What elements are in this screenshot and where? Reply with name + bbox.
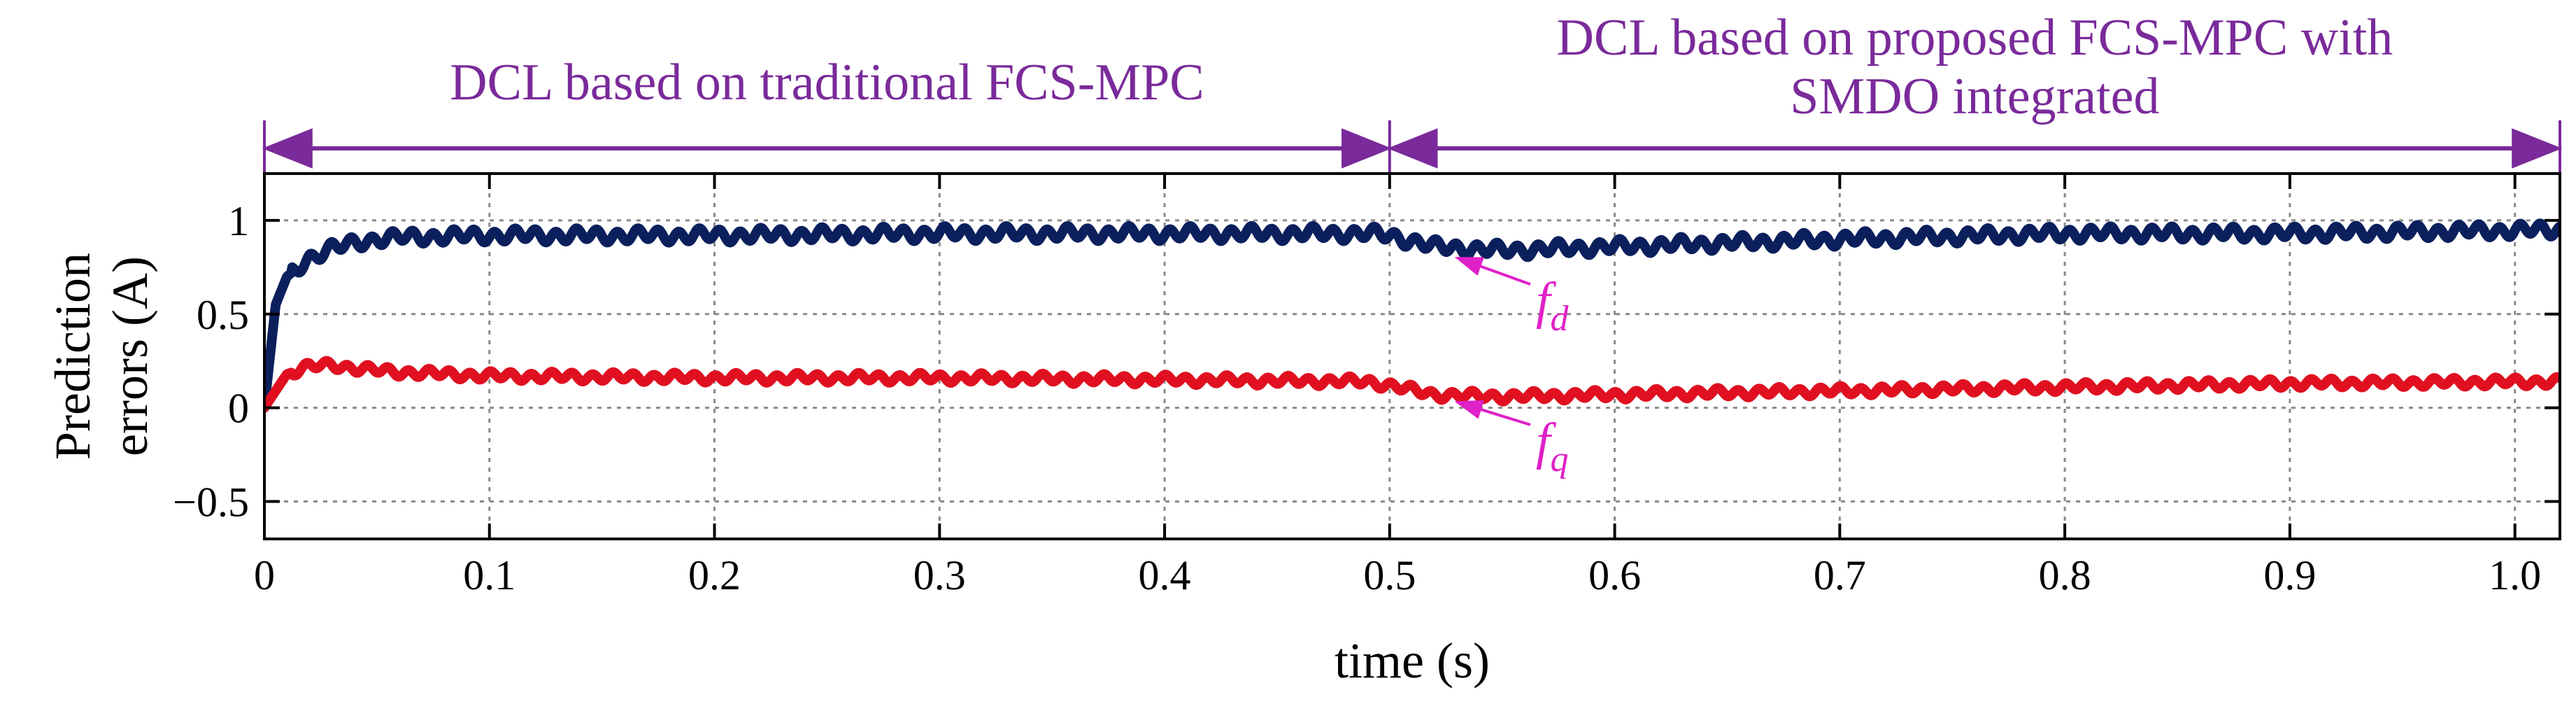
x-tick-label: 0.6	[1588, 552, 1641, 598]
fq-arrow	[1454, 400, 1531, 426]
y-tick-label: 0	[228, 386, 249, 432]
y-axis-ticks: 1 0.5 0 −0.5	[173, 198, 2560, 525]
fd-label: fd	[1536, 272, 1570, 339]
x-tick-label: 1.0	[2489, 552, 2541, 598]
x-tick-label: 0.9	[2263, 552, 2316, 598]
series-layer	[264, 218, 2560, 413]
y-tick-label: 0.5	[197, 292, 249, 338]
x-tick-label: 0.3	[913, 552, 966, 598]
fd-arrow	[1454, 256, 1531, 286]
x-tick-label: 0.5	[1363, 552, 1416, 598]
y-tick-label: 1	[228, 198, 249, 244]
x-tick-label: 0	[254, 552, 275, 598]
x-tick-label: 0.2	[688, 552, 741, 598]
region-annotations: DCL based on traditional FCS-MPC DCL bas…	[262, 9, 2563, 174]
region2-label-line: SMDO integrated	[1790, 68, 2159, 125]
fq-label: fq	[1536, 413, 1569, 479]
y-axis-label-line1: Prediction	[45, 253, 101, 460]
x-tick-label: 0.8	[2039, 552, 2091, 598]
x-axis-label: time (s)	[1335, 633, 1490, 689]
region1-label: DCL based on traditional FCS-MPC	[450, 54, 1204, 111]
y-tick-label: −0.5	[173, 479, 249, 525]
plot-frame	[263, 172, 2561, 540]
x-tick-label: 0.7	[1814, 552, 1866, 598]
x-axis-ticks: 0 0.1 0.2 0.3 0.4 0.5 0.6 0.7 0.8 0.9 1.0	[254, 174, 2541, 598]
region2-label: DCL based on proposed FCS-MPC with SMDO i…	[1557, 9, 2393, 125]
y-axis-label-line2: errors (A)	[102, 256, 158, 456]
series-fd-line	[264, 218, 2560, 413]
x-tick-label: 0.1	[463, 552, 515, 598]
series-label-sub: q	[1551, 440, 1569, 479]
series-fq-line	[264, 356, 2560, 413]
region2-label-line: DCL based on proposed FCS-MPC with	[1557, 9, 2393, 66]
x-tick-label: 0.4	[1139, 552, 1191, 598]
series-label-sub: d	[1551, 299, 1570, 339]
series-labels: fd fq	[1454, 256, 1570, 479]
region1-label-line: DCL based on traditional FCS-MPC	[450, 54, 1204, 111]
